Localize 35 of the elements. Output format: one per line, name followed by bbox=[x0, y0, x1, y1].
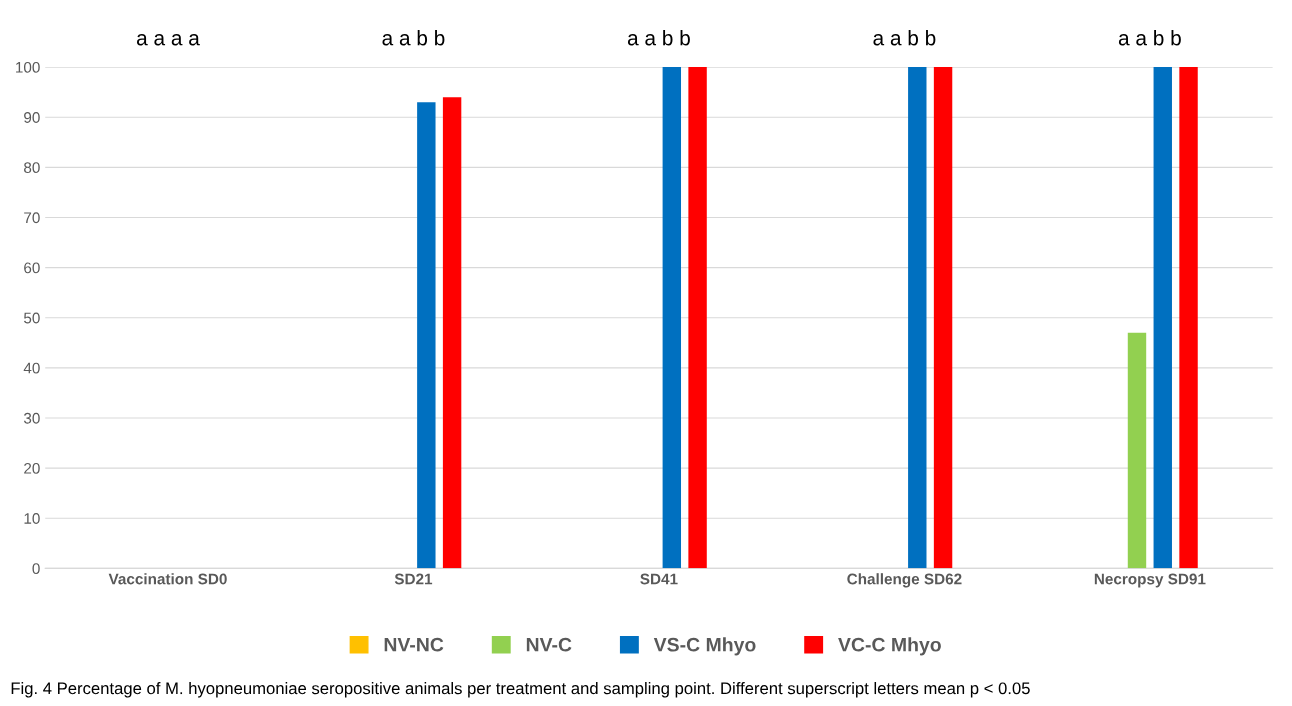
bar bbox=[1179, 67, 1198, 569]
y-tick-label: 50 bbox=[23, 312, 40, 324]
x-tick-label: Vaccination SD0 bbox=[108, 573, 227, 585]
y-tick-label: 100 bbox=[16, 61, 40, 73]
y-tick-label: 0 bbox=[32, 563, 40, 575]
x-tick-label: Necropsy SD91 bbox=[1094, 573, 1206, 588]
text: a a b b bbox=[382, 30, 445, 46]
legend-label: NV-NC bbox=[384, 637, 444, 652]
legend-label: VS-C Mhyo bbox=[653, 637, 756, 656]
y-tick-label: 90 bbox=[24, 112, 40, 123]
bar bbox=[688, 67, 707, 569]
bar bbox=[1127, 332, 1147, 569]
y-tick-label: 30 bbox=[23, 412, 40, 424]
y-tick-label: 70 bbox=[24, 212, 40, 224]
bar bbox=[417, 102, 436, 569]
legend-label: VC-C Mhyo bbox=[838, 637, 941, 656]
x-tick-label: SD41 bbox=[640, 573, 678, 585]
bar bbox=[933, 67, 953, 569]
text: a a a a bbox=[136, 33, 200, 46]
y-tick-label: 10 bbox=[24, 513, 40, 524]
y-tick-label: 80 bbox=[24, 162, 40, 174]
bar bbox=[908, 67, 927, 569]
bar bbox=[662, 67, 682, 569]
x-tick-label: SD21 bbox=[394, 573, 433, 585]
caption: Fig. 4 Percentage of M. hyopneumoniae seropositive animals per treatment and sampling point. Different superscript letters mean p < 0.05 bbox=[11, 681, 1030, 698]
y-tick-label: 20 bbox=[24, 462, 40, 474]
y-tick-label: 60 bbox=[24, 262, 40, 274]
text: a a b b bbox=[873, 30, 936, 46]
y-tick-label: 40 bbox=[23, 362, 40, 374]
text: a a b b bbox=[1118, 30, 1181, 46]
text: a a b b bbox=[627, 30, 690, 46]
x-tick-label: Challenge SD62 bbox=[847, 573, 962, 588]
bar bbox=[1153, 67, 1172, 569]
legend-label: NV-C bbox=[526, 637, 572, 652]
bar bbox=[442, 97, 462, 569]
